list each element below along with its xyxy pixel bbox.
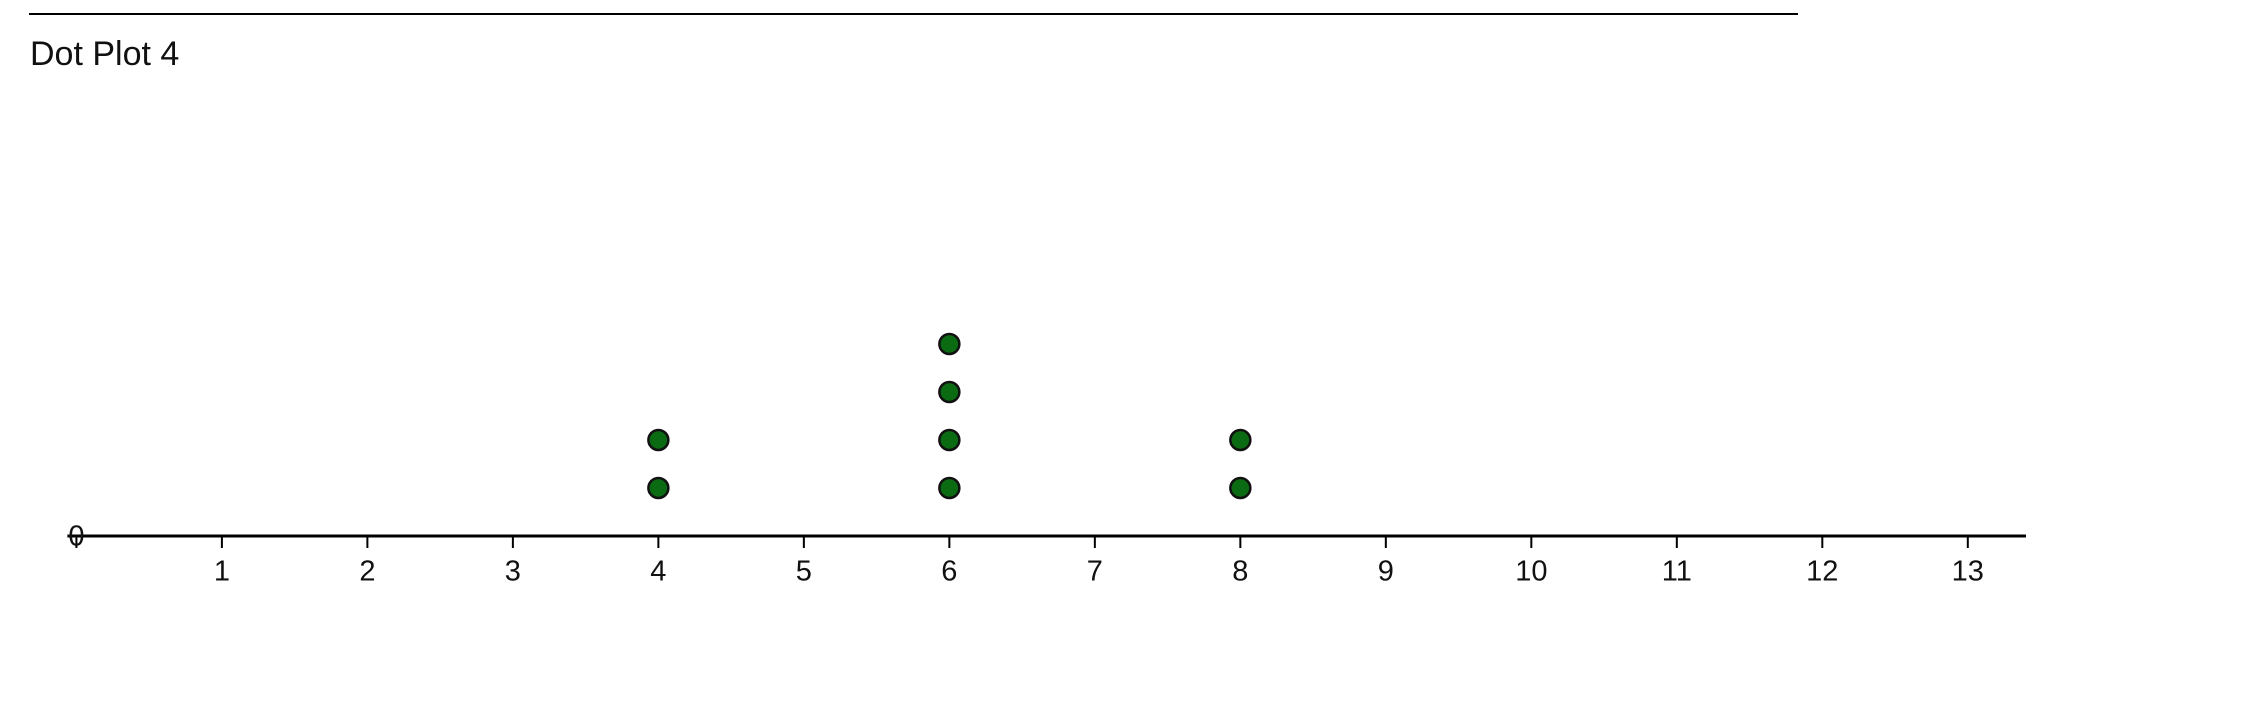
dot xyxy=(1229,476,1252,500)
x-tick-label: 11 xyxy=(1662,556,1692,588)
x-tick-label: 7 xyxy=(1087,556,1103,588)
x-tick-label: 9 xyxy=(1378,556,1394,588)
x-tick-label: 12 xyxy=(1806,556,1838,588)
dot xyxy=(647,428,670,452)
x-tick-label: 4 xyxy=(650,556,666,588)
x-tick-label: 2 xyxy=(359,556,375,588)
x-tick-label: 1 xyxy=(214,556,230,588)
dot xyxy=(1229,428,1252,452)
dot xyxy=(647,476,670,500)
x-tick-label: 6 xyxy=(941,556,957,588)
x-tick-label: 3 xyxy=(505,556,521,588)
x-tick-label: 5 xyxy=(796,556,812,588)
x-tick-label: 8 xyxy=(1232,556,1248,588)
dot xyxy=(938,476,961,500)
dot xyxy=(938,380,961,404)
x-tick-label: 10 xyxy=(1515,556,1547,588)
dot xyxy=(938,332,961,356)
chart-title: Dot Plot 4 xyxy=(30,35,179,73)
x-tick-label: 0 xyxy=(68,521,84,553)
dot xyxy=(938,428,961,452)
x-tick-label: 13 xyxy=(1952,556,1984,588)
